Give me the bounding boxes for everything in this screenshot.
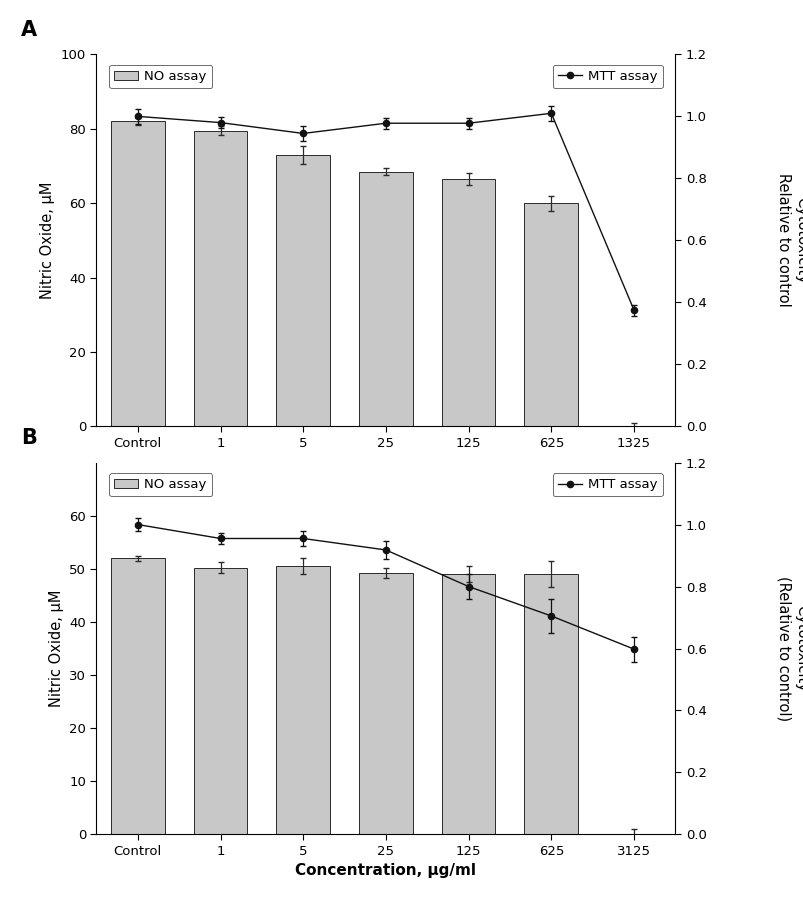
Legend: NO assay: NO assay xyxy=(108,64,212,88)
Legend: NO assay: NO assay xyxy=(108,473,212,496)
Y-axis label: Nitric Oxide, μM: Nitric Oxide, μM xyxy=(48,590,63,707)
Bar xyxy=(524,574,577,834)
Bar xyxy=(441,179,495,426)
X-axis label: Concentration, μg/ml: Concentration, μg/ml xyxy=(295,863,476,878)
Text: B: B xyxy=(21,428,37,448)
Bar xyxy=(524,203,577,426)
Bar xyxy=(276,566,330,834)
Bar xyxy=(359,573,412,834)
Bar xyxy=(194,568,247,834)
Bar xyxy=(111,122,165,426)
Legend: MTT assay: MTT assay xyxy=(552,64,662,88)
Y-axis label: Cytotoxicity
(Relative to control): Cytotoxicity (Relative to control) xyxy=(776,576,803,721)
Bar xyxy=(276,155,330,426)
Y-axis label: Cytotoxicity
Relative to control: Cytotoxicity Relative to control xyxy=(776,173,803,307)
Legend: MTT assay: MTT assay xyxy=(552,473,662,496)
Bar xyxy=(194,131,247,426)
Bar xyxy=(111,558,165,834)
Bar xyxy=(441,574,495,834)
Bar xyxy=(359,171,412,426)
Y-axis label: Nitric Oxide, μM: Nitric Oxide, μM xyxy=(40,181,55,299)
Text: A: A xyxy=(21,20,37,40)
